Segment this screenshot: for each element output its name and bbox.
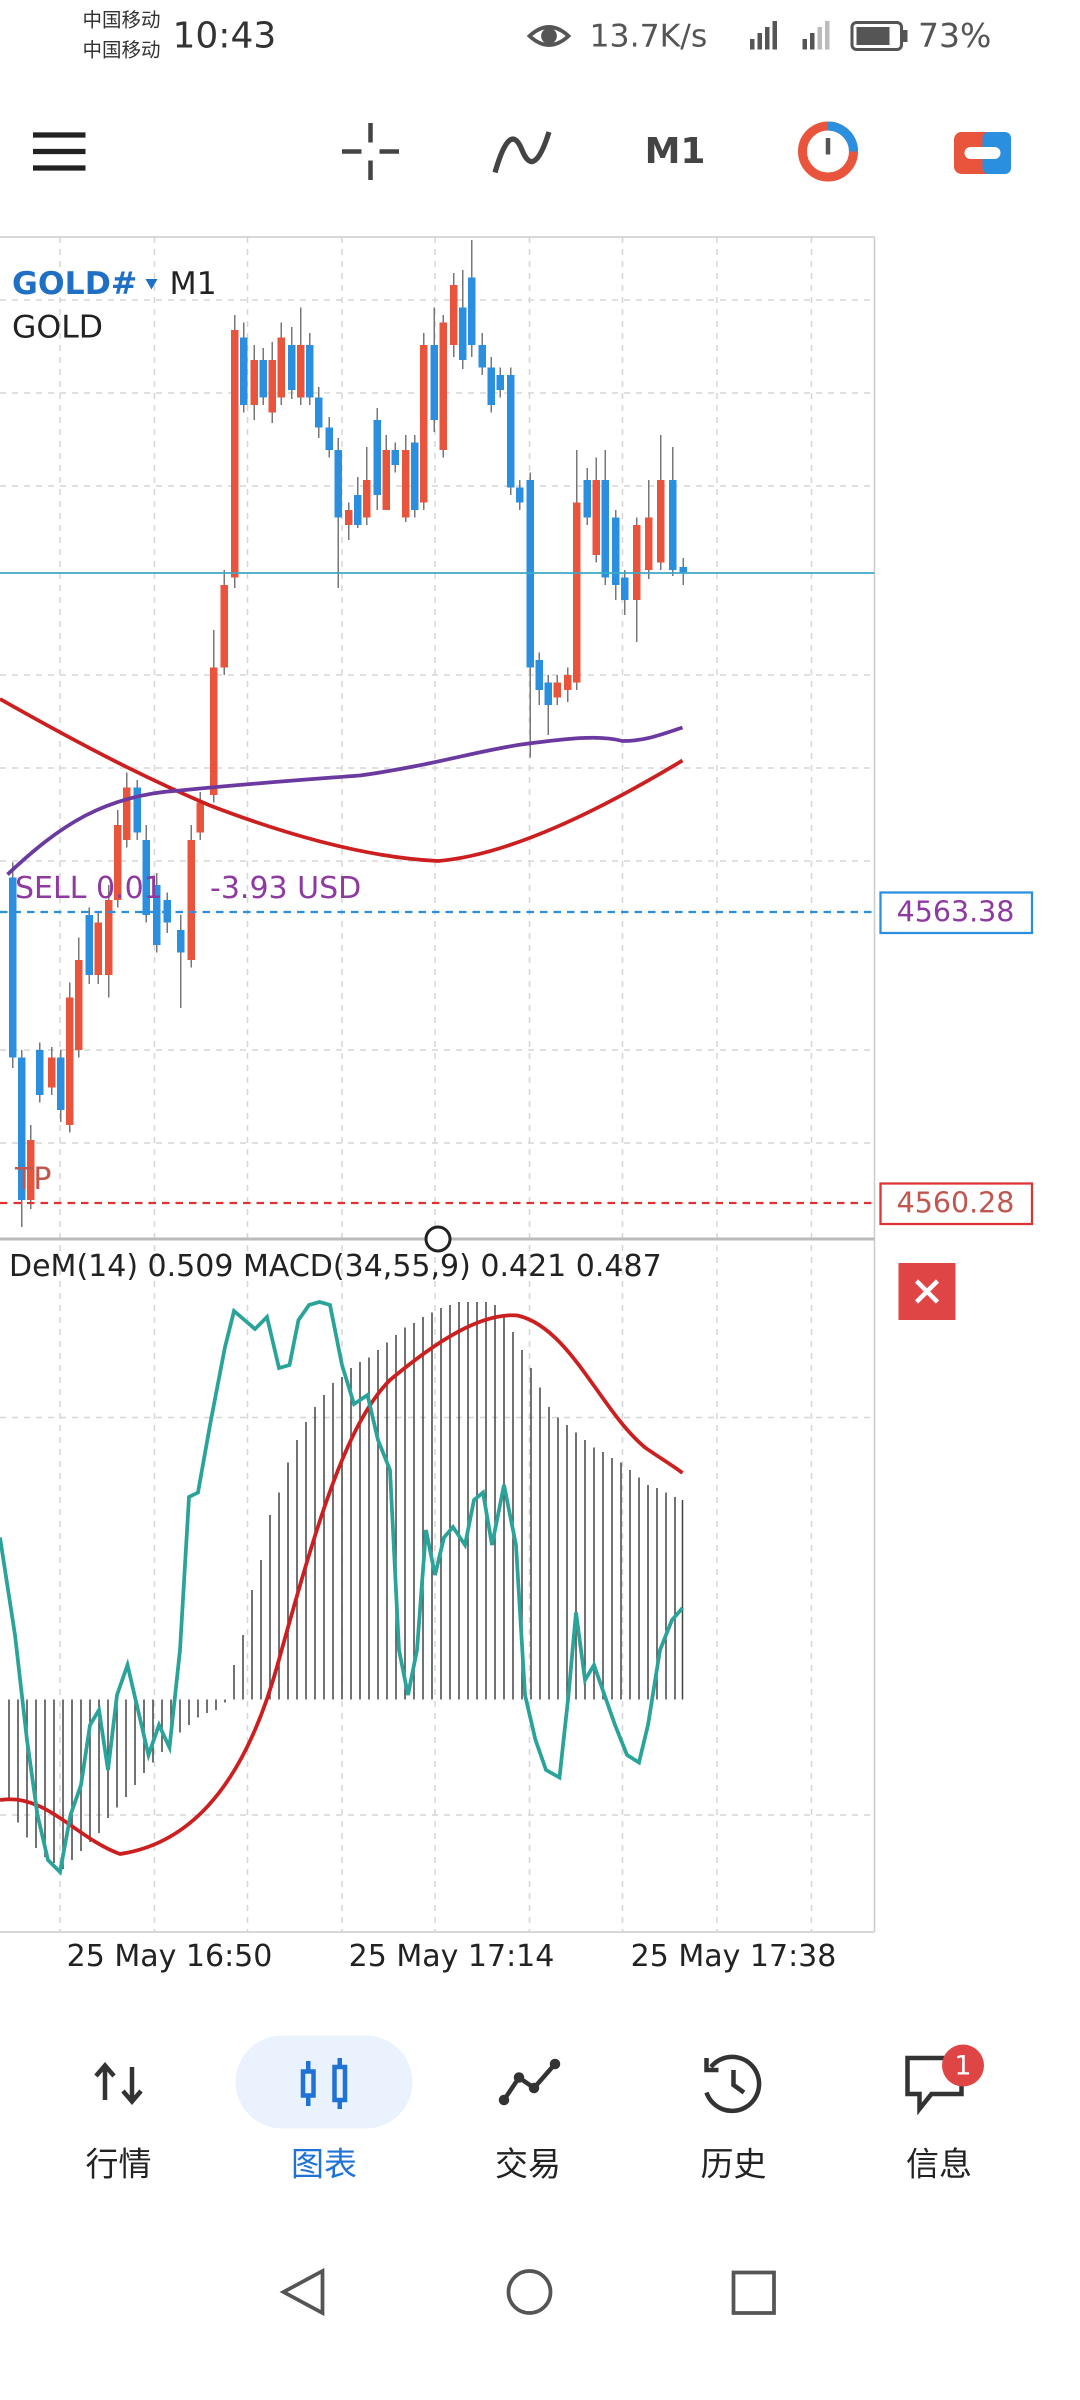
- nav-chart[interactable]: 图表: [235, 2035, 413, 2184]
- badge-count: 1: [954, 2051, 971, 2082]
- nav-trade[interactable]: 交易: [495, 2058, 561, 2184]
- clock: 10:43: [173, 16, 277, 57]
- nav-label: 图表: [291, 2145, 357, 2184]
- time-label: 25 May 16:50: [67, 1939, 273, 1974]
- crosshair-button[interactable]: [342, 123, 399, 180]
- home-button[interactable]: [506, 2269, 553, 2315]
- macd-histogram: [8, 1302, 684, 1869]
- indicator-label: DeM(14) 0.509 MACD(34,55,9) 0.421 0.487: [9, 1249, 662, 1284]
- trade-button[interactable]: [798, 121, 858, 182]
- net-speed: 13.7K/s: [590, 19, 708, 55]
- back-button[interactable]: [279, 2267, 325, 2317]
- time-label: 25 May 17:14: [349, 1939, 555, 1974]
- nav-history[interactable]: 历史: [701, 2054, 767, 2184]
- symbol-dropdown[interactable]: [145, 279, 158, 290]
- eye-icon: [526, 25, 572, 47]
- macd-signal: [0, 1313, 684, 1856]
- tp-price-box: [879, 1182, 1034, 1226]
- objects-button[interactable]: [954, 132, 1011, 174]
- battery-level: 73%: [918, 16, 991, 55]
- nav-label: 信息: [906, 2145, 972, 2184]
- up-candles: [27, 285, 665, 1200]
- timeframe-button[interactable]: M1: [645, 131, 706, 172]
- tp-label[interactable]: TP: [14, 1162, 51, 1197]
- time-label: 25 May 17:38: [631, 1939, 837, 1974]
- symbol-description: GOLD: [12, 310, 103, 346]
- order-profit: -3.93 USD: [210, 871, 361, 906]
- nav-quotes[interactable]: 行情: [86, 2062, 152, 2184]
- order-label[interactable]: SELL 0.01: [15, 871, 163, 906]
- demarker-line: [0, 1300, 684, 1876]
- recents-button[interactable]: [731, 2270, 776, 2315]
- candle-wicks: [12, 240, 684, 1227]
- chart-timeframe: M1: [170, 266, 217, 302]
- ma-slow: [0, 697, 684, 863]
- order-price-box: [879, 891, 1034, 935]
- menu-button[interactable]: [33, 132, 86, 171]
- carrier: 中国移动: [83, 39, 161, 62]
- nav-messages[interactable]: 1 信息: [905, 2044, 984, 2184]
- ma-fast: [6, 725, 684, 876]
- battery-icon: [850, 21, 908, 51]
- badge: [942, 2044, 984, 2087]
- close-indicator-button[interactable]: [898, 1263, 956, 1320]
- tp-price: 4560.28: [897, 1187, 1015, 1220]
- nav-highlight: [235, 2035, 413, 2129]
- carrier: 中国移动: [83, 9, 161, 32]
- nav-label: 交易: [495, 2145, 561, 2184]
- symbol[interactable]: GOLD#: [12, 266, 137, 302]
- panel-resize-handle[interactable]: [424, 1225, 452, 1253]
- nav-label: 历史: [701, 2145, 767, 2184]
- order-price: 4563.38: [897, 896, 1015, 929]
- nav-label: 行情: [86, 2145, 152, 2184]
- signal-icons: [750, 21, 830, 50]
- indicator-button[interactable]: [492, 131, 552, 174]
